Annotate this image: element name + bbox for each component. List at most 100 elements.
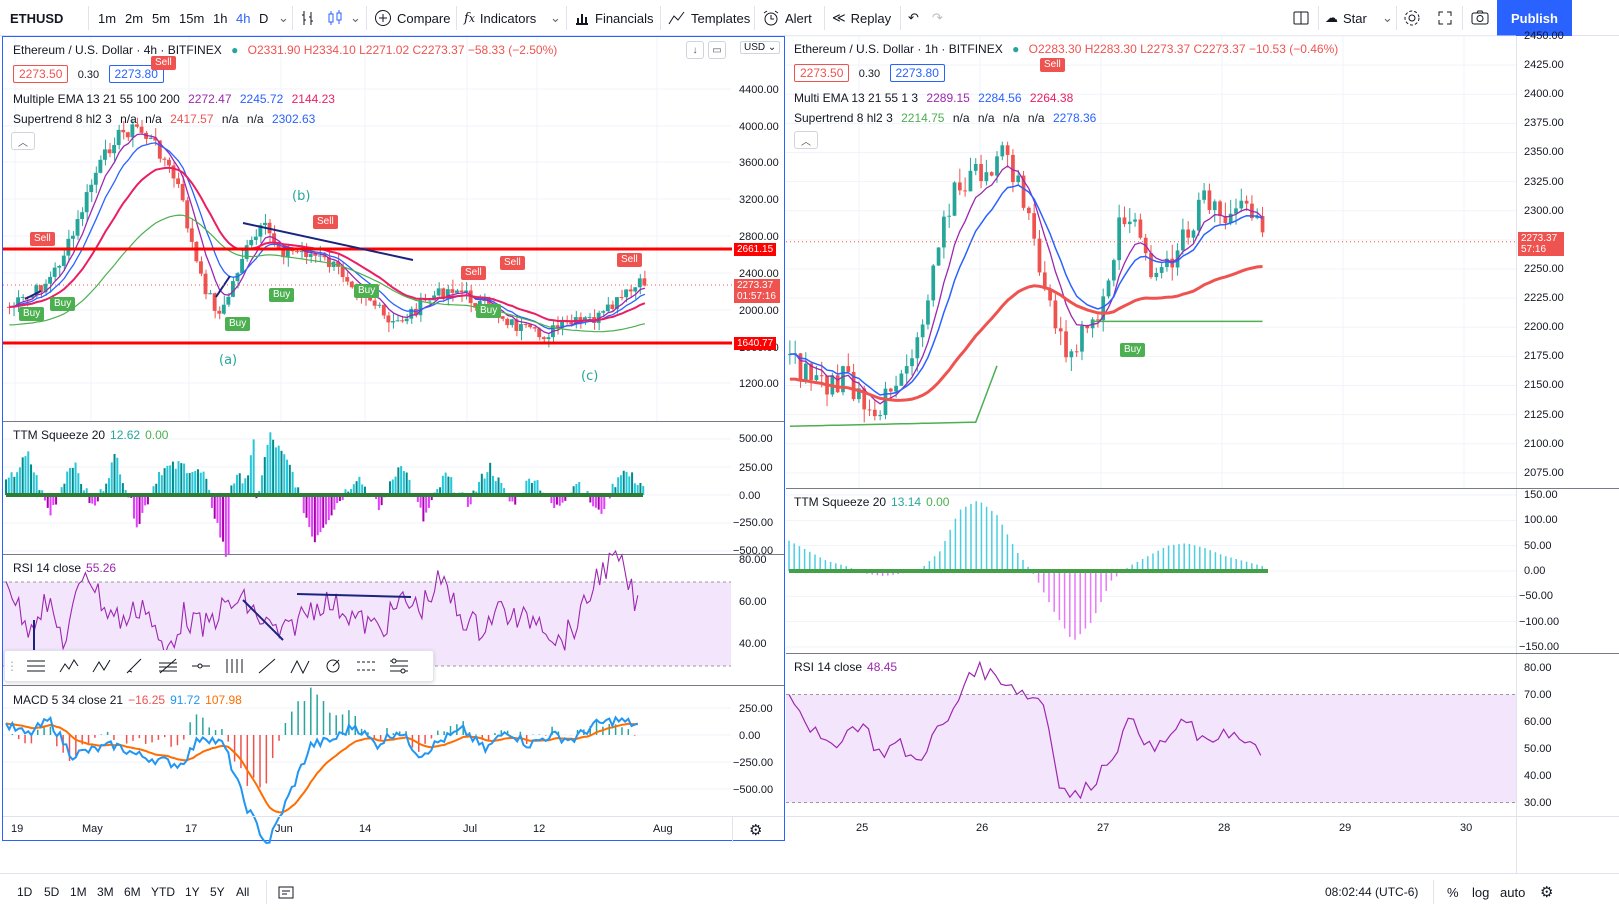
compare-button[interactable]: Compare	[374, 0, 450, 36]
fullscreen-icon[interactable]	[1437, 0, 1453, 36]
range-1y[interactable]: 1Y	[185, 885, 200, 899]
range-5y[interactable]: 5Y	[210, 885, 225, 899]
replay-button[interactable]: ≪ Replay	[832, 0, 891, 36]
horizontal-ray-tool-icon[interactable]	[184, 651, 217, 681]
collapse-legend-button[interactable]: ︿	[11, 132, 35, 150]
range-3m[interactable]: 3M	[97, 885, 114, 899]
candle	[1106, 280, 1111, 297]
bars-style-icon[interactable]	[300, 0, 318, 36]
layout-toggle-icon[interactable]	[1292, 0, 1310, 36]
axis-settings-gear-icon[interactable]: ⚙	[749, 822, 763, 839]
log-scale-toggle[interactable]: log	[1472, 884, 1490, 900]
horizontal-lines-tool-icon[interactable]	[19, 651, 52, 681]
range-1m[interactable]: 1M	[70, 885, 87, 899]
candle	[249, 239, 254, 246]
left-ttm-squeeze-chart[interactable]	[3, 422, 784, 557]
vertical-lines-tool-icon[interactable]	[217, 651, 250, 681]
gann-fan-tool-icon[interactable]	[316, 651, 349, 681]
bid-price[interactable]: 2273.50	[794, 64, 850, 82]
parallel-channel-tool-icon[interactable]	[349, 651, 382, 681]
drag-handle-icon[interactable]: ⋮	[6, 659, 18, 673]
chart-settings-gear-icon[interactable]: ⚙	[1540, 884, 1554, 901]
range-1d[interactable]: 1D	[17, 885, 33, 899]
redo-icon[interactable]: ↷	[932, 10, 943, 25]
candle	[244, 245, 249, 259]
pitchfork-tool-icon[interactable]	[283, 651, 316, 681]
right-supertrend-legend[interactable]: Supertrend 8 hl2 3 2214.75 n/a n/a n/a n…	[794, 111, 1097, 125]
fib-channel-tool-icon[interactable]	[151, 651, 184, 681]
publish-button[interactable]: Publish	[1497, 0, 1572, 36]
pane-separator[interactable]	[3, 685, 784, 686]
left-rsi-legend[interactable]: RSI 14 close 55.26	[13, 561, 117, 575]
goto-date-icon[interactable]	[278, 874, 294, 910]
right-rsi-chart[interactable]	[786, 654, 1619, 816]
symbol-search[interactable]: ETHUSD	[10, 10, 64, 26]
interval-5m[interactable]: 5m	[152, 10, 171, 26]
interval-1m[interactable]: 1m	[98, 10, 117, 26]
candle	[1111, 260, 1116, 281]
settings-gear-icon[interactable]	[1403, 0, 1421, 36]
right-ema-legend[interactable]: Multi EMA 13 21 55 1 3 2289.15 2284.56 2…	[794, 91, 1074, 105]
right-chart-panel[interactable]: Ethereum / U.S. Dollar · 1h · BITFINEX ●…	[786, 30, 1619, 873]
pane-separator[interactable]	[3, 554, 784, 555]
brush-tool-icon[interactable]	[118, 651, 151, 681]
interval-dropdown-icon[interactable]: ⌄	[278, 10, 289, 25]
layout-name-button[interactable]: ☁ Star	[1325, 0, 1367, 36]
range-ytd[interactable]: YTD	[151, 885, 175, 899]
ask-price[interactable]: 2273.80	[889, 64, 945, 82]
interval-2m[interactable]: 2m	[125, 10, 144, 26]
right-rsi-legend[interactable]: RSI 14 close 48.45	[794, 660, 898, 674]
chart-type-dropdown-icon[interactable]: ⌄	[350, 10, 361, 25]
left-macd-chart[interactable]	[3, 686, 784, 844]
bid-price[interactable]: 2273.50	[13, 65, 69, 83]
candle	[637, 278, 642, 288]
settings-lines-tool-icon[interactable]	[382, 651, 415, 681]
indicators-button[interactable]: fx Indicators	[464, 0, 536, 36]
left-price-chart[interactable]	[3, 37, 784, 422]
left-chart-panel[interactable]: Ethereum / U.S. Dollar · 4h · BITFINEX ●…	[2, 36, 785, 844]
pane-separator[interactable]	[786, 653, 1619, 654]
candle	[441, 288, 446, 299]
maximize-pane-icon[interactable]: ▭	[708, 41, 726, 59]
right-price-chart[interactable]	[786, 35, 1619, 488]
scroll-down-icon[interactable]: ↓	[686, 41, 704, 59]
camera-icon[interactable]	[1470, 0, 1490, 36]
abc-pattern-tool-icon[interactable]	[85, 651, 118, 681]
candle	[16, 297, 21, 306]
pane-separator[interactable]	[3, 421, 784, 422]
right-ttm-legend[interactable]: TTM Squeeze 20 13.14 0.00	[794, 495, 950, 509]
left-macd-legend[interactable]: MACD 5 34 close 21 −16.25 91.72 107.98	[13, 693, 242, 707]
range-all[interactable]: All	[236, 885, 250, 899]
right-ttm-squeeze-chart[interactable]	[786, 489, 1619, 653]
percent-scale-toggle[interactable]: %	[1447, 884, 1459, 900]
trend-line-tool-icon[interactable]	[250, 651, 283, 681]
interval-15m[interactable]: 15m	[179, 10, 205, 26]
candles-style-icon[interactable]	[326, 0, 344, 36]
alert-button[interactable]: Alert	[762, 0, 812, 36]
candle	[231, 281, 235, 297]
financials-button[interactable]: Financials	[574, 0, 654, 36]
left-supertrend-legend[interactable]: Supertrend 8 hl2 3 n/a n/a 2417.57 n/a n…	[13, 112, 316, 126]
interval-4h[interactable]: 4h	[236, 10, 251, 26]
collapse-legend-button[interactable]: ︿	[794, 131, 818, 149]
templates-button[interactable]: Templates	[668, 0, 750, 36]
layout-dropdown-icon[interactable]: ⌄	[1382, 10, 1393, 25]
buy-signal: Buy	[354, 284, 380, 298]
candle	[404, 318, 409, 322]
range-5d[interactable]: 5D	[44, 885, 60, 899]
candle	[1080, 325, 1084, 352]
indicators-dropdown-icon[interactable]: ⌄	[550, 10, 561, 25]
left-ema-legend[interactable]: Multiple EMA 13 21 55 100 200 2272.47 22…	[13, 92, 335, 106]
divider	[1433, 880, 1434, 904]
auto-scale-toggle[interactable]: auto	[1500, 884, 1526, 900]
elliott-wave-tool-icon[interactable]	[52, 651, 85, 681]
undo-icon[interactable]: ↶	[908, 10, 919, 25]
timezone-clock[interactable]: 08:02:44 (UTC-6)	[1325, 885, 1419, 899]
left-ttm-legend[interactable]: TTM Squeeze 20 12.62 0.00	[13, 428, 169, 442]
pane-separator[interactable]	[786, 488, 1619, 489]
range-6m[interactable]: 6M	[124, 885, 141, 899]
interval-1h[interactable]: 1h	[213, 10, 228, 26]
interval-d[interactable]: D	[259, 10, 269, 26]
currency-selector[interactable]: USD ⌄	[740, 41, 781, 54]
ask-price[interactable]: 2273.80	[108, 65, 164, 83]
